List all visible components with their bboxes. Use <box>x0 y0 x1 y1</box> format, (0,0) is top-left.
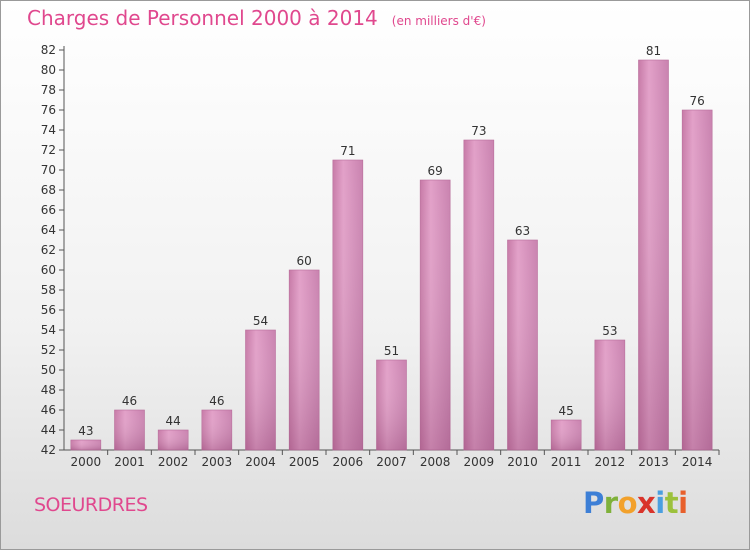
data-label: 43 <box>78 424 93 438</box>
data-label: 71 <box>340 144 355 158</box>
y-tick-label: 42 <box>41 443 56 457</box>
y-tick-label: 44 <box>41 423 56 437</box>
bar-shade <box>289 270 320 450</box>
bar-shade <box>594 340 625 450</box>
y-tick-label: 82 <box>41 43 56 57</box>
bar-shade <box>420 180 451 450</box>
y-tick-label: 68 <box>41 183 56 197</box>
y-tick-label: 80 <box>41 63 56 77</box>
data-label: 69 <box>428 164 443 178</box>
y-tick-label: 72 <box>41 143 56 157</box>
y-tick-label: 50 <box>41 363 56 377</box>
logo-letter: P <box>583 486 604 520</box>
logo-letter: x <box>637 486 656 520</box>
x-tick-label: 2007 <box>376 455 407 469</box>
data-label: 45 <box>559 404 574 418</box>
data-label: 63 <box>515 224 530 238</box>
bar-shade <box>638 60 669 450</box>
y-tick-label: 76 <box>41 103 56 117</box>
data-label: 54 <box>253 314 268 328</box>
x-tick-label: 2002 <box>158 455 189 469</box>
bar-shade <box>376 360 407 450</box>
y-tick-label: 66 <box>41 203 56 217</box>
y-tick-label: 46 <box>41 403 56 417</box>
y-tick-label: 78 <box>41 83 56 97</box>
chart-subtitle: (en milliers d'€) <box>391 14 486 28</box>
x-tick-label: 2004 <box>245 455 276 469</box>
x-tick-label: 2006 <box>333 455 364 469</box>
x-tick-label: 2012 <box>595 455 626 469</box>
x-tick-label: 2013 <box>638 455 669 469</box>
data-label: 46 <box>209 394 224 408</box>
proxiti-logo[interactable]: Proxiti <box>583 486 688 520</box>
bar-shade <box>507 240 538 450</box>
x-tick-label: 2011 <box>551 455 582 469</box>
bar-shade <box>201 410 232 450</box>
logo-letter: i <box>655 486 665 520</box>
data-label: 60 <box>297 254 312 268</box>
logo-letter: t <box>664 486 679 520</box>
y-axis: 42 44 46 48 50 52 54 56 58 60 62 64 66 68 70 72 74 76 78 80… <box>41 43 65 457</box>
bar-shade <box>463 140 494 450</box>
data-label: 51 <box>384 344 399 358</box>
y-tick-label: 60 <box>41 263 56 277</box>
x-tick-label: 2003 <box>202 455 233 469</box>
y-tick-label: 64 <box>41 223 56 237</box>
data-label: 53 <box>602 324 617 338</box>
bar-shade <box>245 330 276 450</box>
x-tick-label: 2008 <box>420 455 451 469</box>
chart-title: Charges de Personnel 2000 à 2014 (en mill… <box>27 6 486 30</box>
data-label: 44 <box>166 414 181 428</box>
data-labels: 43 46 44 46 54 60 71 51 69 73 63 45 53 81 76 <box>78 44 705 438</box>
data-label: 81 <box>646 44 661 58</box>
commune-name: SOEURDRES <box>34 494 148 516</box>
y-tick-label: 56 <box>41 303 56 317</box>
y-tick-label: 52 <box>41 343 56 357</box>
x-tick-label: 2010 <box>507 455 538 469</box>
bar-shade <box>551 420 582 450</box>
logo-letter: o <box>617 486 638 520</box>
bar-shade <box>70 440 101 450</box>
x-tick-label: 2005 <box>289 455 320 469</box>
x-tick-label: 2000 <box>71 455 102 469</box>
bar-shade <box>158 430 189 450</box>
x-axis: 2000 2001 2002 2003 2004 2005 2006 2007 2008 2009… <box>64 449 720 469</box>
data-label: 46 <box>122 394 137 408</box>
y-tick-label: 62 <box>41 243 56 257</box>
y-tick-label: 48 <box>41 383 56 397</box>
data-label: 76 <box>690 94 705 108</box>
x-tick-label: 2014 <box>682 455 713 469</box>
data-label: 73 <box>471 124 486 138</box>
chart-title-text: Charges de Personnel 2000 à 2014 <box>27 6 378 30</box>
y-tick-label: 54 <box>41 323 56 337</box>
x-tick-label: 2001 <box>114 455 145 469</box>
logo-letter: r <box>603 486 618 520</box>
y-tick-label: 58 <box>41 283 56 297</box>
bar-shade <box>332 160 363 450</box>
bar-shade <box>114 410 145 450</box>
y-tick-label: 74 <box>41 123 56 137</box>
bar-shade <box>682 110 713 450</box>
x-tick-label: 2009 <box>464 455 495 469</box>
y-tick-label: 70 <box>41 163 56 177</box>
logo-letter: i <box>678 486 688 520</box>
bars <box>70 59 713 451</box>
